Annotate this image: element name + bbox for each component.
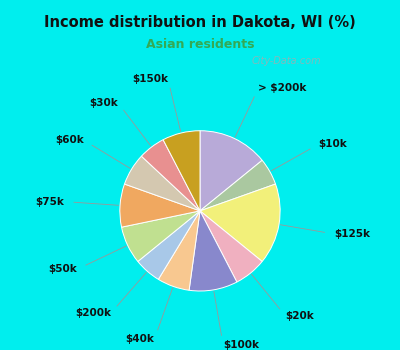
Wedge shape	[200, 211, 262, 282]
Wedge shape	[142, 140, 200, 211]
Text: $10k: $10k	[318, 139, 347, 149]
Wedge shape	[138, 211, 200, 279]
Text: $60k: $60k	[55, 135, 84, 145]
Wedge shape	[200, 160, 276, 211]
Text: $200k: $200k	[75, 308, 111, 318]
Wedge shape	[158, 211, 200, 290]
Text: City-Data.com: City-Data.com	[252, 56, 322, 65]
Wedge shape	[189, 211, 237, 291]
Text: $75k: $75k	[36, 197, 64, 206]
Text: $50k: $50k	[49, 264, 77, 274]
Text: $150k: $150k	[132, 74, 168, 84]
Wedge shape	[122, 211, 200, 261]
Wedge shape	[163, 131, 200, 211]
Text: $30k: $30k	[89, 98, 118, 108]
Text: $40k: $40k	[126, 334, 154, 344]
Wedge shape	[200, 131, 262, 211]
Text: $20k: $20k	[286, 311, 314, 321]
Text: $125k: $125k	[334, 229, 370, 239]
Wedge shape	[200, 184, 280, 261]
Wedge shape	[120, 184, 200, 227]
Text: $100k: $100k	[223, 340, 259, 350]
Text: Income distribution in Dakota, WI (%): Income distribution in Dakota, WI (%)	[44, 15, 356, 30]
Wedge shape	[124, 156, 200, 211]
Text: > $200k: > $200k	[258, 83, 307, 93]
Text: Asian residents: Asian residents	[146, 38, 254, 51]
